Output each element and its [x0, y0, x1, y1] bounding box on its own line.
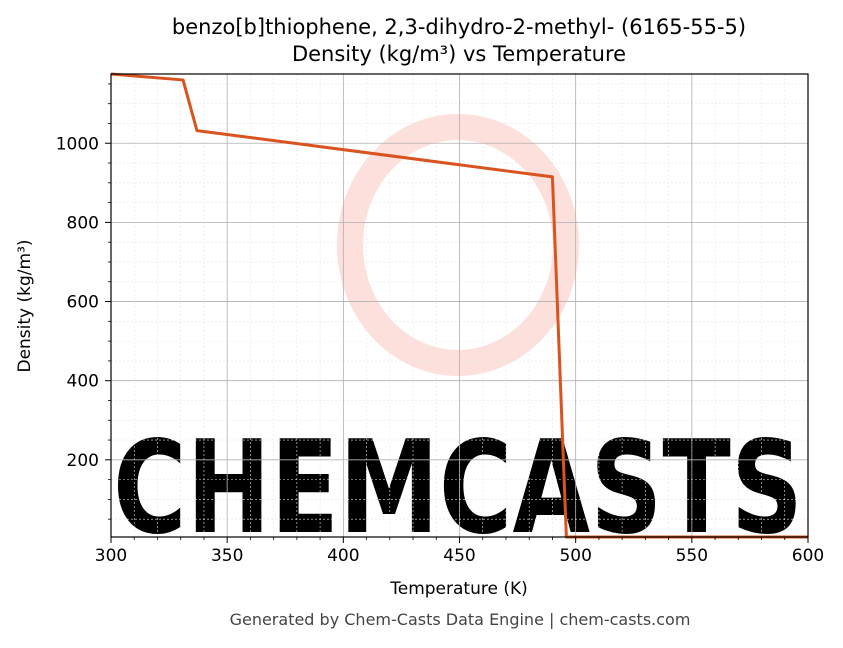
y-tick-label: 400	[67, 372, 99, 392]
y-tick-label: 1000	[56, 134, 99, 154]
y-tick-label: 600	[67, 293, 99, 313]
chart-title-line1: benzo[b]thiophene, 2,3-dihydro-2-methyl-…	[172, 15, 746, 39]
x-tick-label: 550	[676, 546, 708, 566]
y-tick-label: 800	[67, 213, 99, 233]
x-tick-label: 400	[327, 546, 359, 566]
x-axis-label: Temperature (K)	[389, 579, 528, 599]
watermark-ring	[337, 114, 579, 376]
x-tick-label: 500	[559, 546, 591, 566]
x-tick-label: 450	[443, 546, 475, 566]
footer-credit: Generated by Chem-Casts Data Engine | ch…	[230, 610, 691, 629]
x-axis: 300 350 400 450 500 550 600	[95, 537, 824, 566]
y-axis-label: Density (kg/m³)	[15, 239, 35, 372]
chemcasts-watermark: CHEMCASTS	[113, 114, 803, 563]
x-tick-label: 350	[211, 546, 243, 566]
chart-title-line2: Density (kg/m³) vs Temperature	[292, 42, 626, 66]
x-tick-label: 300	[95, 546, 127, 566]
watermark-text: CHEMCASTS	[113, 414, 803, 563]
y-axis: 200 400 600 800 1000	[56, 83, 111, 520]
x-tick-label: 600	[792, 546, 824, 566]
y-tick-label: 200	[67, 451, 99, 471]
